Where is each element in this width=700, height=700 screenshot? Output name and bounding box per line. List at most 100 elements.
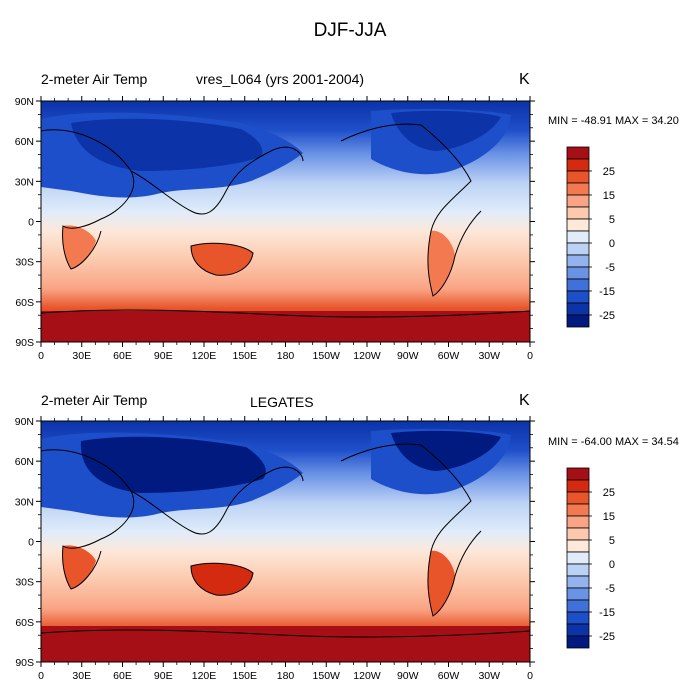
panel-1-colorbar-label: 0	[609, 238, 615, 250]
panel-2-lon-tick-label: 90E	[154, 670, 173, 682]
panel-1-colorbar-swatch	[566, 230, 590, 244]
panel-2-lat-tick-label: 60N	[15, 456, 34, 468]
panel-1-siberia-coldest	[71, 118, 263, 171]
panel-2-colorbar-label: 0	[609, 559, 615, 571]
panel-1-colorbar-swatch	[566, 146, 590, 160]
panel-1-antarctic-band	[41, 311, 530, 342]
panel-1-colorbar-swatch	[566, 182, 590, 196]
panel-1-lat-tick-label: 60S	[15, 297, 34, 309]
panel-1-lon-tick-label: 60E	[113, 350, 132, 362]
panel-1-south-america-warm	[427, 230, 455, 296]
panel-1-colorbar-label: -5	[605, 262, 615, 274]
panel-1-colorbar-swatch	[566, 206, 590, 220]
panel-1-lon-tick-label: 120W	[353, 350, 381, 362]
panel-2-lat-ticks: 90N 60N 30N 0 30S 60S 90S	[15, 416, 535, 669]
panel-1-colorbar-swatch	[566, 158, 590, 172]
panel-2-antarctic-band	[41, 626, 530, 662]
panel-2-colorbar-label: -15	[599, 607, 615, 619]
panel-2-australia-warm	[191, 563, 253, 596]
panel-2-colorbar-swatch	[566, 599, 590, 613]
panel-1-africa-warm	[62, 225, 96, 269]
panel-2-colorbar-label: 15	[603, 511, 615, 523]
panel-2-lon-tick-label: 120E	[192, 670, 217, 682]
panel-2-lat-tick-label: 0	[28, 537, 34, 549]
panel-2-dataset-label: LEGATES	[250, 394, 314, 410]
panel-2-lon-tick-label: 30E	[72, 670, 91, 682]
panel-1-minmax: MIN = -48.91 MAX = 34.20	[548, 115, 679, 127]
panel-1-lon-tick-label: 30W	[478, 350, 500, 362]
panel-2-coastlines	[41, 443, 530, 638]
panel-1-colorbar-label: 15	[603, 190, 615, 202]
panel-1-variable-label: 2-meter Air Temp	[41, 71, 148, 87]
panel-1-colorbar-swatch	[566, 194, 590, 208]
panel-1-lon-tick-label: 30E	[72, 350, 91, 362]
panel-1-colorbar-swatch	[566, 278, 590, 292]
panel-2-colorbar-swatch	[566, 491, 590, 505]
panel-1-lon-tick-label: 60W	[438, 350, 460, 362]
panel-1-lat-tick-label: 90N	[15, 96, 34, 108]
panel-1-axes: 90N 60N 30N 0 30S 60S 90S 0 30E 60E 90E 120E 150E 18…	[15, 96, 535, 362]
panel-1-colorbar-label: 25	[603, 166, 615, 178]
panel-1-lon-tick-label: 0	[527, 350, 533, 362]
figure-title: DJF-JJA	[313, 20, 387, 41]
panel-1-colorbar-label: 5	[609, 214, 615, 226]
panel-1-colorbar-label: -25	[599, 310, 615, 322]
panel-2-lat-tick-label: 90S	[15, 657, 34, 669]
panel-1-colorbar-swatch	[566, 254, 590, 268]
panel-1-coastlines	[41, 123, 530, 318]
panel-2-lon-tick-label: 60E	[113, 670, 132, 682]
panel-2-colorbar-swatch	[566, 575, 590, 589]
panel-2-lat-tick-label: 90N	[15, 416, 34, 428]
panel-2-lat-tick-label: 30S	[15, 577, 34, 589]
panel-1-lon-tick-label: 90E	[154, 350, 173, 362]
panel-2-lon-tick-label: 180	[277, 670, 295, 682]
panel-2-variable-label: 2-meter Air Temp	[41, 392, 148, 408]
panel-1-lon-tick-label: 90W	[397, 350, 419, 362]
panel-2-colorbar-swatch	[566, 503, 590, 517]
panel-1-colorbar-label: -15	[599, 286, 615, 298]
panel-1-colorbar-swatch	[566, 218, 590, 232]
panel-2-lon-tick-label: 150E	[232, 670, 257, 682]
panel-2-colorbar-swatch	[566, 539, 590, 553]
panel-2-units-label: K	[519, 392, 530, 409]
panel-1-lon-tick-label: 150E	[232, 350, 257, 362]
panel-2-colorbar-swatch	[566, 515, 590, 529]
panel-1-colorbar-swatch	[566, 314, 590, 328]
panel-2-lon-tick-label: 60W	[438, 670, 460, 682]
panel-1-lat-tick-label: 0	[28, 217, 34, 229]
panel-2-lat-tick-label: 60S	[15, 617, 34, 629]
panel-2-lon-tick-label: 0	[38, 670, 44, 682]
panel-2-colorbar-label: -25	[599, 631, 615, 643]
panel-2-colorbar-swatch	[566, 527, 590, 541]
panel-1-lon-tick-label: 150W	[313, 350, 341, 362]
panel-2-siberia-coldest	[80, 436, 266, 493]
panel-2-frame	[40, 420, 531, 663]
panel-1-lat-tick-label: 30N	[15, 176, 34, 188]
panel-1-map	[41, 101, 530, 342]
panel-1-colorbar-swatch	[566, 170, 590, 184]
panel-2-canada-coldest	[391, 430, 501, 471]
panel-1-colorbar-swatch	[566, 242, 590, 256]
panel-2-colorbar-swatch	[566, 479, 590, 493]
panel-2-colorbar-swatch	[566, 467, 590, 481]
panel-1-colorbar-swatch	[566, 302, 590, 316]
panel-2-lon-tick-label: 120W	[353, 670, 381, 682]
panel-1-frame	[40, 100, 531, 343]
panel-1-lat-tick-label: 30S	[15, 257, 34, 269]
panel-2-south-america-warm	[427, 550, 455, 616]
panel-2-lon-ticks: 0 30E 60E 90E 120E 150E 180 150W 120W 90W 60W 30W 0	[38, 416, 533, 682]
panel-2-colorbar-swatch	[566, 587, 590, 601]
panel-2-africa-warm	[62, 545, 96, 589]
panel-2-axes: 90N 60N 30N 0 30S 60S 90S 0 30E 60E 90E 120E 150E 18…	[15, 416, 535, 682]
panel-1-lat-ticks: 90N 60N 30N 0 30S 60S 90S	[15, 96, 535, 349]
panel-2-minmax: MIN = -64.00 MAX = 34.54	[548, 436, 679, 448]
panel-2-colorbar-label: 25	[603, 487, 615, 499]
panel-1-lon-tick-label: 0	[38, 350, 44, 362]
panel-2-colorbar-swatch	[566, 551, 590, 565]
panel-2-lon-tick-label: 0	[527, 670, 533, 682]
panel-1-canada-coldest	[391, 110, 501, 151]
panel-2-colorbar: 25 15 5 0 -5 -15 -25	[566, 467, 615, 649]
panel-2-colorbar-swatch	[566, 563, 590, 577]
panel-1-dataset-label: vres_L064 (yrs 2001-2004)	[196, 71, 365, 87]
panel-2-colorbar-swatch	[566, 611, 590, 625]
